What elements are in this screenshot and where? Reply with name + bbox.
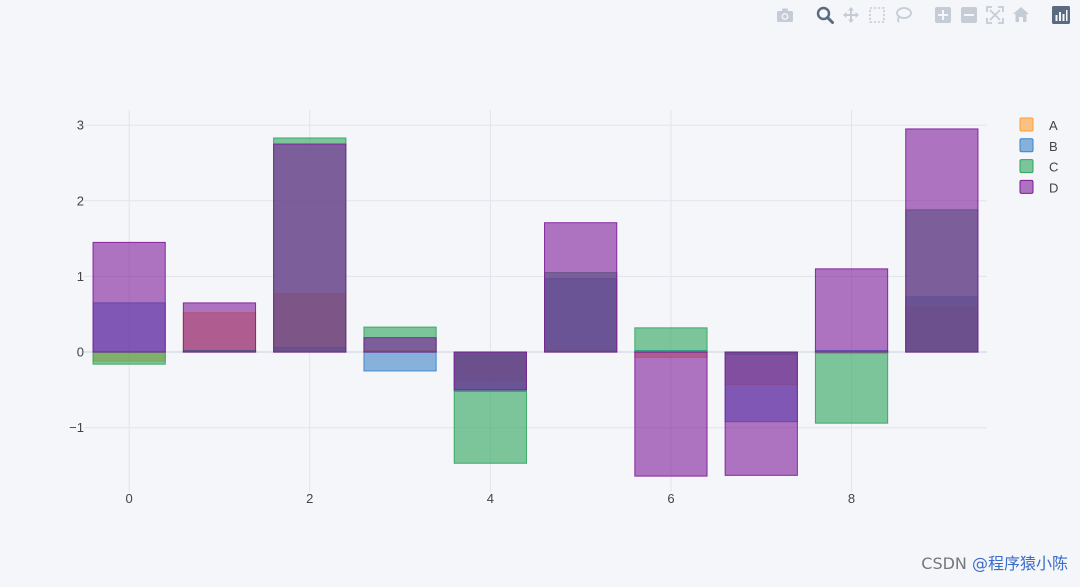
legend-item-B[interactable]: B xyxy=(1019,138,1058,154)
bar-C-0[interactable] xyxy=(92,351,166,365)
x-tick-label: 6 xyxy=(667,491,674,506)
modebar xyxy=(758,4,1074,26)
zoom-in-icon[interactable] xyxy=(930,4,956,26)
bar-C-6[interactable] xyxy=(634,327,708,353)
legend-label: C xyxy=(1049,160,1058,175)
legend-swatch xyxy=(1019,179,1034,194)
zoom-out-icon[interactable] xyxy=(956,4,982,26)
bar-D-5[interactable] xyxy=(544,222,618,353)
legend-label: A xyxy=(1049,118,1058,133)
legend-label: D xyxy=(1049,180,1058,195)
y-tick-label: −1 xyxy=(69,420,84,435)
legend-swatch xyxy=(1019,117,1034,132)
modebar-group-logo xyxy=(1048,4,1074,26)
bar-D-3[interactable] xyxy=(363,337,437,353)
autoscale-icon[interactable] xyxy=(982,4,1008,26)
watermark-handle: @程序猿小陈 xyxy=(971,554,1068,573)
reset-axes-icon[interactable] xyxy=(1008,4,1034,26)
bar-D-2[interactable] xyxy=(273,143,347,353)
box-select-icon[interactable] xyxy=(864,4,890,26)
y-tick-label: 3 xyxy=(77,118,84,133)
bar-D-9[interactable] xyxy=(905,128,979,353)
zoom-icon[interactable] xyxy=(812,4,838,26)
y-tick-label: 0 xyxy=(77,345,84,360)
legend-swatch xyxy=(1019,138,1034,153)
legend-item-A[interactable]: A xyxy=(1019,117,1058,133)
legend-item-D[interactable]: D xyxy=(1019,179,1058,195)
modebar-group-image xyxy=(772,4,798,26)
y-tick-label: 1 xyxy=(77,269,84,284)
x-tick-label: 2 xyxy=(306,491,313,506)
x-tick-label: 8 xyxy=(848,491,855,506)
modebar-group-drag xyxy=(812,4,916,26)
watermark-prefix: CSDN xyxy=(921,554,972,573)
legend-label: B xyxy=(1049,139,1058,154)
bar-C-8[interactable] xyxy=(814,351,889,424)
bar-D-0[interactable] xyxy=(92,241,166,353)
x-tick-label: 0 xyxy=(126,491,133,506)
x-tick-label: 4 xyxy=(487,491,494,506)
legend-swatch xyxy=(1019,159,1034,174)
modebar-group-zoom xyxy=(930,4,1034,26)
lasso-select-icon[interactable] xyxy=(890,4,916,26)
bar-D-4[interactable] xyxy=(453,351,527,391)
x-tick-labels: 0 2 4 6 8 xyxy=(126,491,856,506)
pan-icon[interactable] xyxy=(838,4,864,26)
bars-layer xyxy=(92,128,979,477)
watermark: CSDN @程序猿小陈 xyxy=(921,550,1068,574)
bar-D-1[interactable] xyxy=(182,302,257,353)
y-tick-labels: 3 2 1 0 −1 xyxy=(69,118,84,436)
y-tick-label: 2 xyxy=(77,193,84,208)
bar-B-3[interactable] xyxy=(363,351,437,372)
bar-series-D xyxy=(92,128,979,477)
plotly-logo-icon[interactable] xyxy=(1048,4,1074,26)
camera-icon[interactable] xyxy=(772,4,798,26)
bar-D-8[interactable] xyxy=(814,268,889,353)
bar-D-7[interactable] xyxy=(724,351,798,476)
legend-item-C[interactable]: C xyxy=(1019,159,1058,175)
bar-D-6[interactable] xyxy=(634,351,708,477)
